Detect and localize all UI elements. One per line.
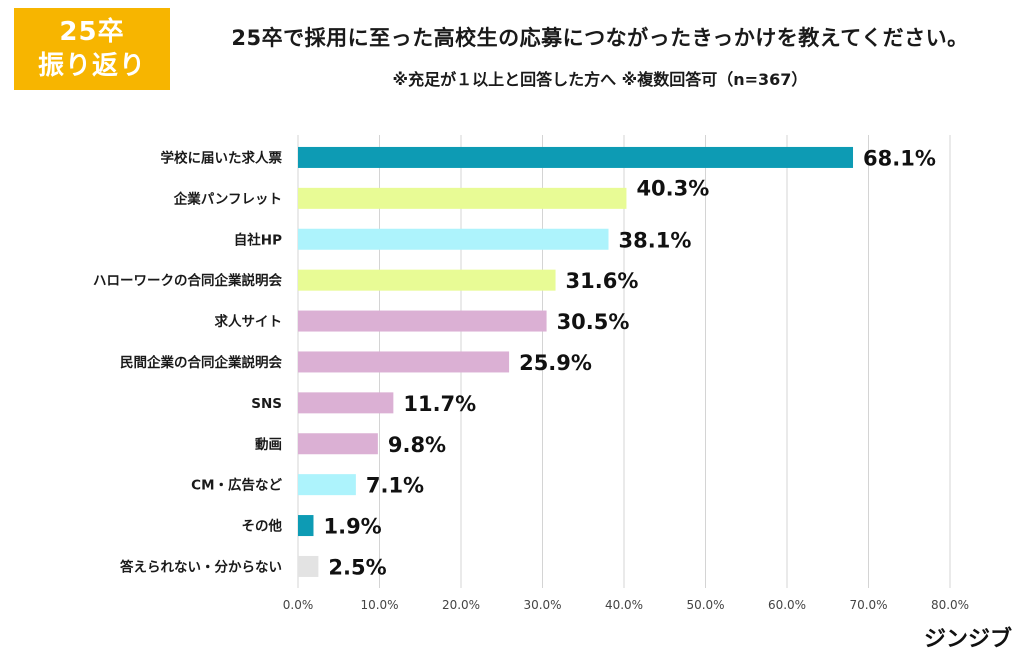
x-tick-label: 80.0% xyxy=(931,598,969,612)
category-label: 民間企業の合同企業説明会 xyxy=(120,354,282,371)
data-label: 7.1% xyxy=(366,474,424,498)
category-label: 学校に届いた求人票 xyxy=(161,149,283,166)
x-tick-label: 10.0% xyxy=(360,598,398,612)
x-tick-label: 20.0% xyxy=(442,598,480,612)
brand-logo: ジンジブ xyxy=(923,627,1012,652)
x-tick-label: 60.0% xyxy=(768,598,806,612)
bar xyxy=(298,433,378,455)
category-label: 求人サイト xyxy=(215,313,283,330)
badge-line-2: 振り返り xyxy=(37,51,146,81)
category-label: その他 xyxy=(242,518,283,535)
bar xyxy=(298,187,627,209)
retrospective-badge: 25卒 振り返り xyxy=(14,8,170,90)
category-label: 企業パンフレット xyxy=(173,190,282,207)
bar xyxy=(298,310,547,332)
data-label: 9.8% xyxy=(388,433,446,457)
data-label: 40.3% xyxy=(636,176,709,200)
x-tick-label: 0.0% xyxy=(283,598,314,612)
bar xyxy=(298,555,319,577)
category-label: 自社HP xyxy=(234,231,282,248)
data-label: 38.1% xyxy=(619,228,692,252)
category-label: SNS xyxy=(251,396,282,412)
badge-line-1: 25卒 xyxy=(59,17,125,47)
data-label: 11.7% xyxy=(403,392,476,416)
bar xyxy=(298,351,510,373)
data-label: 30.5% xyxy=(557,310,630,334)
chart-subtitle: ※充足が１以上と回答した方へ ※複数回答可（n=367） xyxy=(392,70,808,89)
data-label: 1.9% xyxy=(323,515,381,539)
x-tick-label: 70.0% xyxy=(849,598,887,612)
chart-title: 25卒で採用に至った高校生の応募につながったきっかけを教えてください。 xyxy=(231,26,969,50)
x-tick-label: 40.0% xyxy=(605,598,643,612)
bar xyxy=(298,392,394,414)
bar xyxy=(298,228,609,250)
x-tick-label: 30.0% xyxy=(523,598,561,612)
bar xyxy=(298,515,314,537)
category-label: 動画 xyxy=(255,436,282,453)
bar xyxy=(298,269,556,291)
data-label: 2.5% xyxy=(328,555,386,579)
data-label: 31.6% xyxy=(566,269,639,293)
data-label: 25.9% xyxy=(519,351,592,375)
category-label: 答えられない・分からない xyxy=(120,558,282,575)
x-tick-label: 50.0% xyxy=(686,598,724,612)
category-label: CM・広告など xyxy=(191,477,282,494)
bar xyxy=(298,474,356,496)
category-label: ハローワークの合同企業説明会 xyxy=(93,272,282,289)
bar xyxy=(298,146,854,168)
data-label: 68.1% xyxy=(863,146,936,170)
